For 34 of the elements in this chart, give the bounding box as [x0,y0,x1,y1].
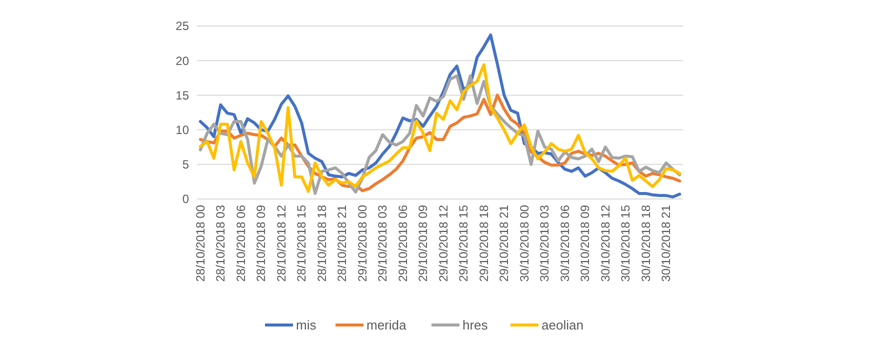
y-tick-label: 15 [176,88,190,102]
legend-label: hres [462,318,488,333]
y-tick-label: 25 [176,19,190,34]
x-tick-label: 28/10/2018 21 [335,204,350,282]
x-tick-label: 28/10/2018 09 [254,204,268,282]
y-tick-label: 20 [176,54,190,68]
legend-label: aeolian [542,318,584,333]
x-tick-label: 29/10/2018 12 [436,204,450,282]
x-tick-label: 29/10/2018 15 [456,204,471,282]
x-tick-label: 30/10/2018 15 [618,204,633,282]
legend-label: mis [296,318,317,333]
x-tick-label: 30/10/2018 12 [598,204,612,282]
x-tick-label: 28/10/2018 18 [314,204,329,282]
x-tick-label: 29/10/2018 03 [376,204,390,282]
x-tick-label: 29/10/2018 00 [355,204,370,282]
y-tick-label: 10 [176,123,190,137]
x-tick-label: 30/10/2018 18 [638,204,653,282]
x-tick-label: 30/10/2018 03 [538,204,552,282]
x-tick-label: 30/10/2018 00 [517,204,532,282]
x-tick-label: 30/10/2018 06 [558,204,572,282]
x-tick-label: 28/10/2018 06 [234,204,248,282]
x-tick-label: 29/10/2018 09 [416,204,430,282]
x-tick-label: 28/10/2018 12 [274,204,288,282]
x-tick-label: 28/10/2018 00 [193,204,208,282]
x-tick-label: 28/10/2018 03 [214,204,228,282]
y-tick-label: 0 [182,192,190,206]
x-tick-label: 29/10/2018 06 [396,204,410,282]
x-tick-label: 28/10/2018 15 [294,204,309,282]
y-tick-label: 5 [182,158,190,172]
legend-label: merida [366,318,408,333]
x-tick-label: 29/10/2018 18 [476,204,491,282]
x-tick-label: 30/10/2018 09 [578,204,592,282]
x-tick-label: 30/10/2018 21 [659,204,674,282]
x-tick-label: 29/10/2018 21 [497,204,512,282]
